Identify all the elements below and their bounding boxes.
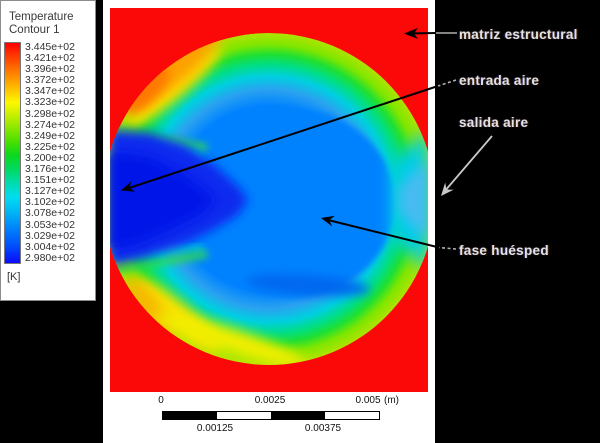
ruler-segment — [163, 412, 217, 419]
label-matriz-estructural: matriz estructural — [459, 27, 578, 42]
arrowhead — [441, 182, 454, 196]
legend-value: 3.151e+02 — [25, 174, 75, 187]
arrow-salida-aire — [441, 135, 493, 196]
legend-value: 3.078e+02 — [25, 207, 75, 220]
contour-plot — [110, 8, 428, 392]
label-salida-aire: salida aire — [459, 115, 529, 130]
legend-value: 3.298e+02 — [25, 107, 75, 120]
legend-value: 3.053e+02 — [25, 218, 75, 231]
core-lower-band — [246, 274, 370, 296]
legend-value: 3.274e+02 — [25, 118, 75, 131]
ruler-tick-0025: 0.0025 — [254, 395, 286, 406]
legend-panel: Temperature Contour 1 3.445e+02 3.421e+02… — [0, 0, 96, 301]
label-entrada-aire: entrada aire — [459, 73, 540, 88]
legend-value: 3.396e+02 — [25, 63, 75, 76]
ruler-segment — [217, 412, 271, 419]
legend-value: 3.127e+02 — [25, 185, 75, 198]
legend-value: 3.102e+02 — [25, 196, 75, 209]
inlet-lower-green-streak — [110, 250, 208, 275]
label-fase-huesped: fase huésped — [459, 243, 549, 258]
ruler-segment — [325, 412, 379, 419]
ruler-tick-005: 0.005 — [355, 395, 381, 406]
contour-plot-panel: 0 0.0025 0.005 (m) 0.00125 0.00375 — [103, 0, 435, 443]
legend-value: 3.029e+02 — [25, 229, 75, 242]
ruler-unit: (m) — [384, 395, 399, 406]
legend-title: Temperature Contour 1 — [9, 11, 95, 37]
legend-value: 3.347e+02 — [25, 85, 75, 98]
legend-unit: [K] — [7, 271, 21, 283]
legend-body: 3.445e+02 3.421e+02 3.396e+02 3.372e+02 3.34… — [4, 41, 95, 264]
legend-title-contour: Contour 1 — [9, 24, 60, 36]
ruler-tick-0: 0 — [158, 395, 164, 406]
legend-values: 3.445e+02 3.421e+02 3.396e+02 3.372e+02 3.34… — [25, 41, 75, 264]
legend-value: 3.004e+02 — [25, 240, 75, 253]
legend-value: 2.980e+02 — [25, 251, 75, 264]
legend-value: 3.323e+02 — [25, 96, 75, 109]
legend-value: 3.372e+02 — [25, 74, 75, 87]
legend-title-variable: Temperature — [9, 11, 74, 23]
legend-value: 3.176e+02 — [25, 163, 75, 176]
ruler-tick-000125: 0.00125 — [196, 423, 234, 434]
legend-value: 3.445e+02 — [25, 41, 75, 53]
legend-value: 3.421e+02 — [25, 52, 75, 65]
legend-value: 3.200e+02 — [25, 151, 75, 164]
hot-rim-bottom-yellow — [153, 312, 307, 365]
ruler-tick-000375: 0.00375 — [304, 423, 342, 434]
ruler-bar — [162, 411, 380, 420]
ruler-segment — [271, 412, 325, 419]
legend-value: 3.225e+02 — [25, 140, 75, 153]
legend-colorbar — [4, 42, 21, 264]
legend-value: 3.249e+02 — [25, 129, 75, 142]
